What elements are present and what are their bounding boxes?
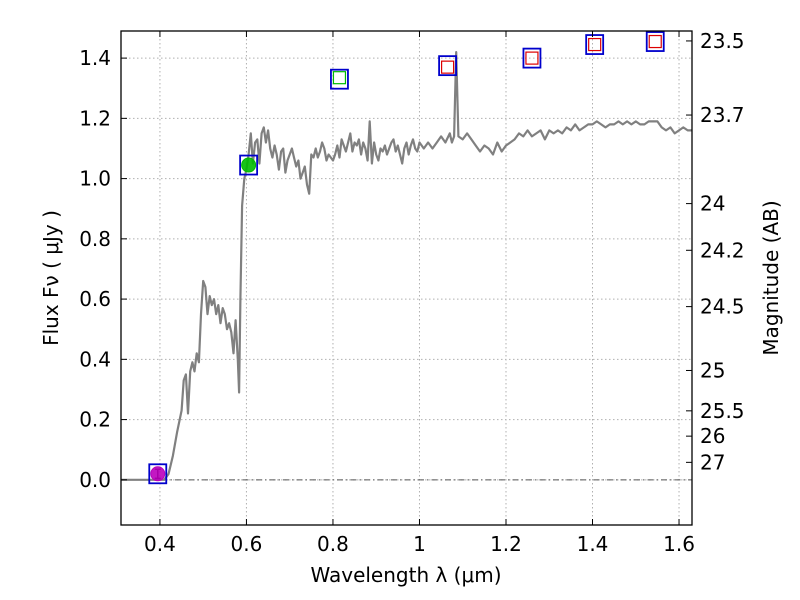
model-flux-1.54	[645, 31, 665, 52]
y2-tick-label: 24.5	[700, 295, 745, 319]
spectrum-line	[121, 50, 692, 481]
model-flux-1.06	[438, 55, 457, 77]
y-tick-label: 0.4	[79, 347, 111, 371]
x-tick-label: 0.4	[144, 532, 176, 556]
spectrum-layer	[121, 50, 692, 481]
x-tick-label: 1.4	[577, 532, 609, 556]
photometry-band-0.60	[241, 157, 257, 173]
y-tick-label: 1.0	[79, 167, 111, 191]
x-tick-label: 1.6	[663, 532, 695, 556]
photometry-band-0.81	[332, 71, 347, 85]
photometry-band-1.06	[440, 60, 455, 74]
model-flux-1.40	[585, 34, 605, 55]
photometry-band-1.26	[525, 51, 539, 65]
y-tick-label: 1.4	[79, 46, 111, 70]
y-tick-label: 0.6	[79, 287, 111, 311]
model-flux-0.40	[148, 463, 168, 485]
photometry-layer	[148, 31, 665, 485]
y2-tick-label: 23.5	[700, 29, 745, 53]
y2-tick-label: 25.5	[700, 399, 745, 423]
y2-tick-label: 25	[700, 358, 725, 382]
ticks: 0.4 0.6 0.8 1 1.2 1.4 1.6 0.0 0.2 0.4 0.6 0.8 1.0 1.2…	[79, 29, 744, 556]
photometry-band-1.40	[588, 37, 602, 52]
x-tick-label: 0.8	[317, 532, 349, 556]
y-tick-label: 0.2	[79, 408, 111, 432]
y-axis-title: Flux Fν ( μJy )	[39, 210, 63, 346]
photometry-band-0.40	[150, 466, 166, 482]
model-flux-0.60	[239, 154, 259, 176]
y2-tick-label: 24.2	[700, 238, 745, 262]
y2-axis-title: Magnitude (AB)	[759, 200, 783, 355]
x-tick-label: 1.2	[490, 532, 522, 556]
y2-tick-label: 23.7	[700, 103, 745, 127]
model-flux-1.26	[522, 47, 542, 69]
y2-tick-label: 26	[700, 424, 725, 448]
x-axis-title: Wavelength λ (μm)	[310, 563, 501, 587]
photometry-band-1.54	[648, 34, 662, 49]
y2-tick-label: 27	[700, 450, 725, 474]
y-tick-label: 0.8	[79, 227, 111, 251]
y2-tick-label: 24	[700, 192, 725, 216]
plot-frame	[120, 30, 693, 526]
y-tick-label: 1.2	[79, 106, 111, 130]
x-tick-label: 1	[413, 532, 426, 556]
y-tick-label: 0.0	[79, 468, 111, 492]
model-flux-0.81	[330, 68, 349, 90]
x-tick-label: 0.6	[231, 532, 263, 556]
